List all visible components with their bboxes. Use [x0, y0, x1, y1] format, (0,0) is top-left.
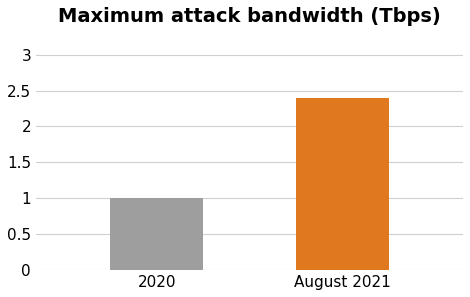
Bar: [110, 198, 203, 270]
Bar: [296, 98, 389, 270]
Title: Maximum attack bandwidth (Tbps): Maximum attack bandwidth (Tbps): [58, 7, 441, 26]
